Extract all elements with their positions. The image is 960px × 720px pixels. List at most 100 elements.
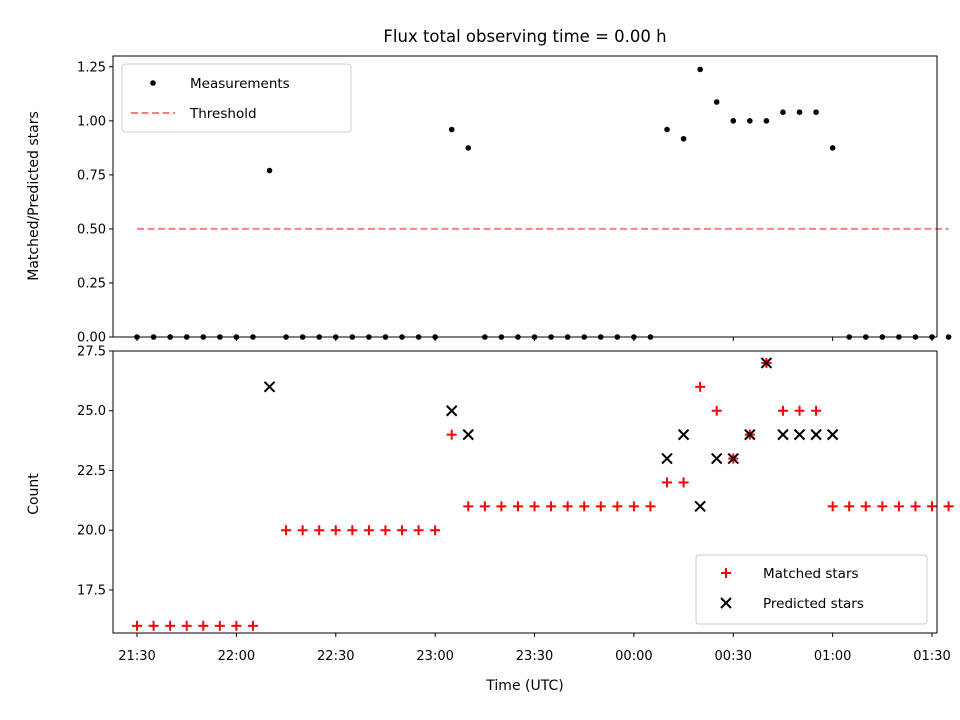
measurement-point <box>829 145 836 151</box>
matched-star-marker <box>446 429 457 440</box>
matched-star-marker <box>695 381 706 392</box>
top-legend: Measurements Threshold <box>121 63 352 133</box>
matched-star-marker <box>927 501 938 512</box>
matched-star-marker <box>132 620 143 631</box>
y-tick-label: 1.00 <box>77 114 106 129</box>
x-tick-label: 01:00 <box>814 649 851 664</box>
matched-star-marker <box>281 525 292 536</box>
matched-star-marker <box>479 501 490 512</box>
y-tick-label: 22.5 <box>77 464 106 479</box>
measurement-point <box>813 109 819 115</box>
x-axis-label: Time (UTC) <box>485 678 563 694</box>
matched-star-marker <box>463 501 474 512</box>
predicted-star-marker <box>694 500 706 513</box>
legend-measurement-marker <box>150 80 156 86</box>
matched-star-marker <box>198 620 209 631</box>
matched-star-marker <box>877 501 888 512</box>
matched-star-marker <box>496 501 507 512</box>
predicted-star-marker <box>744 428 756 441</box>
matched-star-marker <box>595 501 606 512</box>
matched-star-marker <box>777 405 788 416</box>
y-tick-label: 27.5 <box>77 345 106 360</box>
matched-star-marker <box>297 525 308 536</box>
matched-star-marker <box>612 501 623 512</box>
predicted-star-marker <box>793 428 806 441</box>
bottom-plot-frame <box>112 350 938 634</box>
legend-label: Predicted stars <box>763 596 864 612</box>
top-panel: 0.00 0.25 0.50 0.75 1.00 1.25 Measurements Thre… <box>77 55 952 346</box>
x-tick-label: 00:30 <box>715 649 752 664</box>
top-y-axis-label: Matched/Predicted stars <box>26 111 42 281</box>
matched-star-marker <box>512 501 523 512</box>
y-tick-label: 0.50 <box>77 222 106 237</box>
measurement-point <box>448 126 455 133</box>
matched-star-marker <box>231 620 242 631</box>
measurement-point <box>747 118 753 124</box>
matched-star-marker <box>214 620 225 631</box>
matched-star-marker <box>662 477 673 488</box>
bottom-panel: 17.5 20.0 22.5 25.0 27.5 21:30 22:00 22:30 23:00… <box>77 345 954 664</box>
x-tick-label: 01:30 <box>913 649 950 664</box>
matched-star-marker <box>579 501 590 512</box>
bottom-legend: Matched stars Predicted stars <box>695 554 928 625</box>
predicted-star-marker <box>677 428 690 441</box>
y-tick-label: 0.25 <box>77 276 106 291</box>
matched-star-marker <box>330 525 341 536</box>
matched-star-marker <box>910 501 921 512</box>
legend-label: Matched stars <box>763 566 859 582</box>
matched-star-marker <box>678 477 689 488</box>
x-tick-label: 00:00 <box>615 649 652 664</box>
x-tick-label: 21:30 <box>118 649 155 664</box>
matched-star-marker <box>247 620 258 631</box>
predicted-star-marker <box>727 452 739 465</box>
matched-star-marker <box>562 501 573 512</box>
predicted-star-marker <box>711 452 723 465</box>
measurement-point <box>945 334 952 340</box>
x-tick-label: 22:30 <box>317 649 354 664</box>
matched-star-marker <box>811 405 822 416</box>
matched-star-marker <box>413 525 424 536</box>
matched-star-marker <box>794 405 805 416</box>
x-tick-label: 22:00 <box>218 649 255 664</box>
measurement-point <box>465 145 472 151</box>
predicted-star-marker <box>263 381 276 393</box>
matched-star-marker <box>860 501 871 512</box>
matched-star-marker <box>347 525 358 536</box>
predicted-star-marker <box>760 357 773 369</box>
matched-star-marker <box>165 620 176 631</box>
legend-label: Threshold <box>189 106 257 122</box>
matched-star-marker <box>943 501 954 512</box>
measurement-point <box>713 99 720 105</box>
predicted-star-marker <box>720 597 732 609</box>
measurement-point <box>680 135 687 142</box>
matched-star-marker <box>893 501 904 512</box>
matched-star-marker <box>711 405 722 416</box>
y-tick-label: 25.0 <box>77 404 106 419</box>
matched-star-marker <box>628 501 639 512</box>
y-tick-label: 17.5 <box>77 583 106 598</box>
predicted-star-marker <box>661 452 673 465</box>
y-tick-label: 0.00 <box>77 331 106 346</box>
matched-star-marker <box>181 620 192 631</box>
chart-title: Flux total observing time = 0.00 h <box>383 27 666 46</box>
predicted-star-marker <box>462 428 474 441</box>
matched-star-marker <box>645 501 656 512</box>
matched-star-marker <box>546 501 557 512</box>
matched-star-marker <box>844 501 855 512</box>
measurement-point <box>730 118 737 124</box>
matched-star-marker <box>827 501 838 512</box>
predicted-star-marker <box>826 428 839 441</box>
y-tick-label: 20.0 <box>77 524 106 539</box>
measurement-point <box>266 167 273 174</box>
matched-star-marker <box>363 525 374 536</box>
predicted-star-marker <box>446 405 458 417</box>
measurement-point <box>763 118 770 124</box>
matched-star-marker <box>380 525 391 536</box>
legend-label: Measurements <box>190 76 290 92</box>
matched-star-marker <box>529 501 540 512</box>
x-tick-label: 23:30 <box>516 649 553 664</box>
predicted-star-marker <box>777 428 789 441</box>
top-plot-frame <box>112 55 938 338</box>
matched-star-marker <box>148 620 159 631</box>
